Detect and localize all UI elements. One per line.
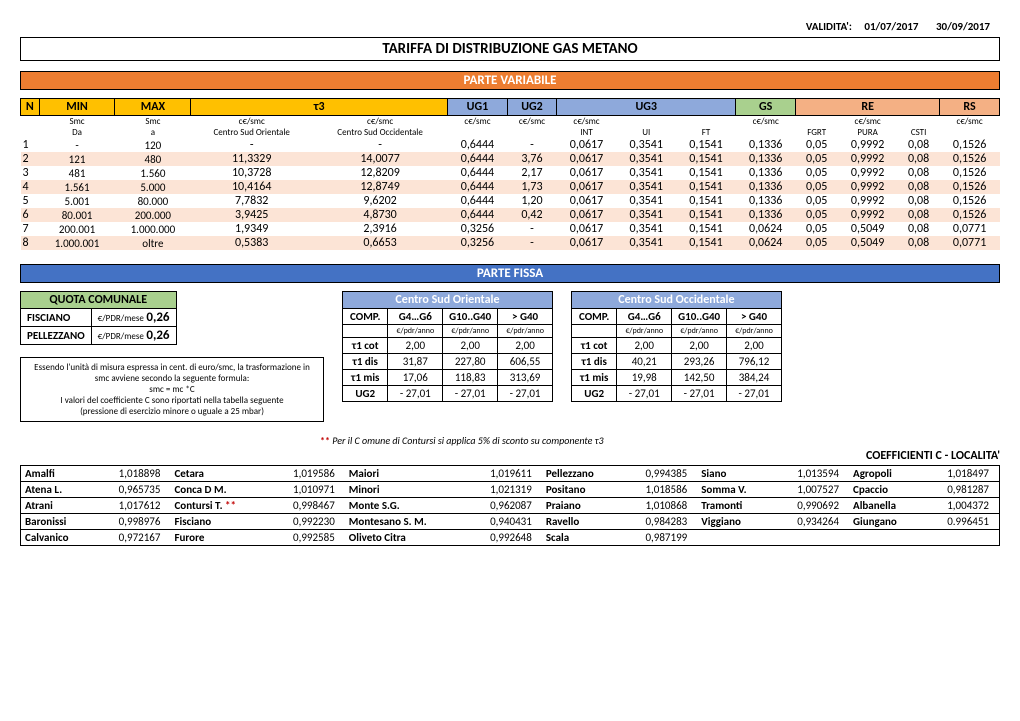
pv-col-header: GS [736,99,796,116]
coeff-row: Atena L.0,965735Conca D M.1,010971Minori… [21,482,1000,498]
quota-row: FISCIANO€/PDR/mese 0,26 [21,309,177,327]
coefficienti-table: Amalfi1,018898Cetara1,019586Maiori1,0196… [20,465,1000,546]
pv-row: 1-120 --0,6444- 0,06170,35410,15410,1336… [21,138,1000,152]
pv-row: 680.001200.000 3,94254,87300,64440,42 0,… [21,208,1000,222]
pv-col-header: RS [940,99,1000,116]
validita-label: VALIDITA': [806,20,852,33]
pv-row: 41.5615.000 10,416412,87490,64441,73 0,0… [21,180,1000,194]
pv-row: 7200.0011.000.000 1,93492,39160,3256- 0,… [21,222,1000,236]
pv-col-header: MAX [115,99,191,116]
centro-sud-orientale-table: Centro Sud Orientale COMP.G4…G6G10..G40>… [342,291,553,402]
pv-col-header: N [21,99,40,116]
pv-col-header: UG2 [507,99,556,116]
coeff-title: COEFFICIENTI C - LOCALITA' [20,449,1000,463]
comp-row: τ1 mis19,98142,50384,24 [571,370,781,386]
coeff-row: Baronissi0,998976Fisciano0,992230Montesa… [21,514,1000,530]
comp-row: UG2- 27,01- 27,01- 27,01 [343,386,553,402]
pv-col-header: RE [796,99,940,116]
parte-fissa-wrap: QUOTA COMUNALE FISCIANO€/PDR/mese 0,26PE… [20,291,1000,422]
parte-variabile-table: NMINMAXτ3UG1UG2UG3GSRERS SmcSmcc€/smcc€/… [20,98,1000,250]
comp-row: τ1 dis31,87227,80606,55 [343,354,553,370]
quota-title: QUOTA COMUNALE [21,292,177,309]
contursi-footnote: ** Per il C omune di Contursi si applica… [320,434,1000,447]
cso2-title: Centro Sud Occidentale [571,292,781,309]
page-title: TARIFFA DI DISTRIBUZIONE GAS METANO [20,37,1000,61]
pv-row: 34811.560 10,372812,82090,64442,17 0,061… [21,166,1000,180]
quota-row: PELLEZZANO€/PDR/mese 0,26 [21,327,177,345]
comp-row: τ1 mis17,06118,83313,69 [343,370,553,386]
pv-col-header: UG3 [557,99,736,116]
centro-sud-occidentale-table: Centro Sud Occidentale COMP.G4…G6G10..G4… [571,291,782,402]
coeff-row: Amalfi1,018898Cetara1,019586Maiori1,0196… [21,466,1000,482]
section-parte-fissa: PARTE FISSA [20,264,1000,283]
comp-row: UG2- 27,01- 27,01- 27,01 [571,386,781,402]
comp-row: τ1 dis40,21293,26796,12 [571,354,781,370]
comp-row: τ1 cot2,002,002,00 [571,338,781,354]
validita-row: VALIDITA': 01/07/2017 30/09/2017 [20,20,1000,33]
pv-row: 55.00180.000 7,78329,62020,64441,20 0,06… [21,194,1000,208]
validita-to: 30/09/2017 [936,20,990,33]
pv-row: 81.000.001oltre 0,53830,66530,3256- 0,06… [21,236,1000,250]
validita-from: 01/07/2017 [864,20,918,33]
coeff-row: Calvanico0,972167Furore0,992585Oliveto C… [21,530,1000,546]
comp-row: τ1 cot2,002,002,00 [343,338,553,354]
pv-col-header: MIN [39,99,115,116]
coeff-row: Atrani1,017612Contursi T. **0,998467Mont… [21,498,1000,514]
pv-col-header: UG1 [448,99,508,116]
conversion-note: Essendo l'unità di misura espressa in ce… [20,357,324,422]
quota-comunale-table: QUOTA COMUNALE FISCIANO€/PDR/mese 0,26PE… [20,291,177,345]
cso-title: Centro Sud Orientale [343,292,553,309]
section-parte-variabile: PARTE VARIABILE [20,71,1000,90]
pv-row: 2121480 11,332914,00770,64443,76 0,06170… [21,152,1000,166]
pv-col-header: τ3 [191,99,448,116]
